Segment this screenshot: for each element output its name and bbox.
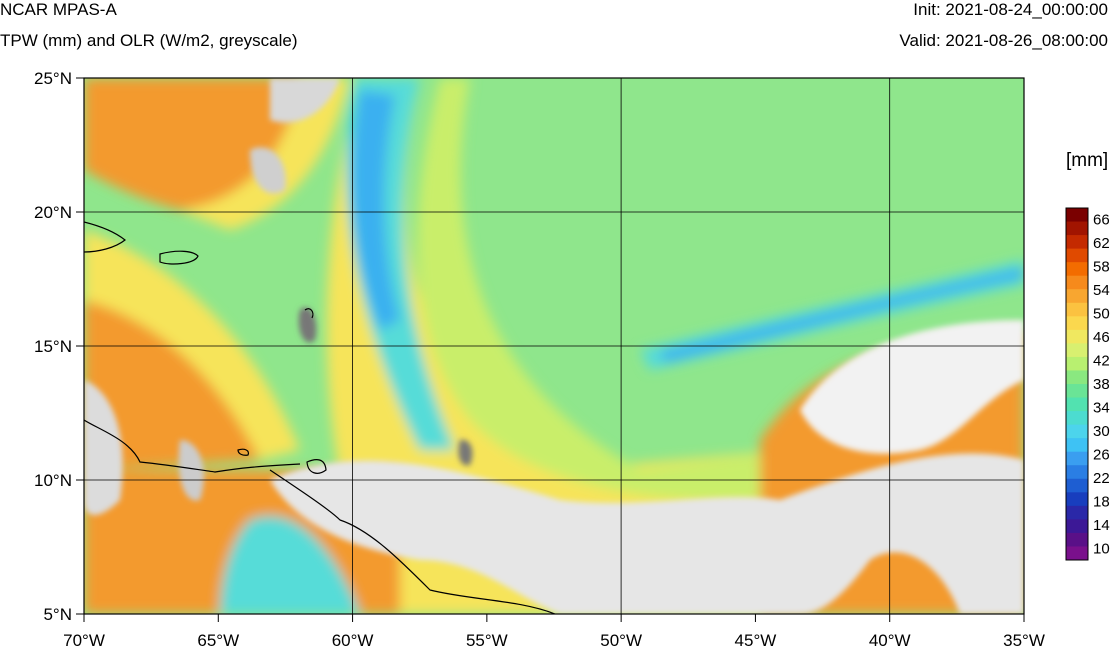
colorbar-swatch bbox=[1066, 519, 1088, 534]
colorbar-swatch bbox=[1066, 302, 1088, 317]
lon-tick-label: 60°W bbox=[332, 631, 374, 650]
lat-tick-label: 25°N bbox=[34, 69, 72, 88]
colorbar-swatch bbox=[1066, 262, 1088, 277]
init-time: Init: 2021-08-24_00:00:00 bbox=[913, 0, 1108, 19]
colorbar-label: 42 bbox=[1093, 353, 1110, 370]
lon-tick-label: 55°W bbox=[466, 631, 508, 650]
lat-tick-label: 10°N bbox=[34, 471, 72, 490]
colorbar-label: 38 bbox=[1093, 376, 1110, 393]
lon-tick-label: 35°W bbox=[1003, 631, 1045, 650]
colorbar-swatch bbox=[1066, 208, 1088, 223]
colorbar-label: 34 bbox=[1093, 399, 1110, 416]
colorbar-label: 50 bbox=[1093, 306, 1110, 323]
colorbar-swatch bbox=[1066, 451, 1088, 466]
coastlines bbox=[84, 221, 556, 614]
olr-clouds bbox=[84, 78, 1024, 614]
graticule bbox=[84, 78, 1024, 614]
colorbar-swatch bbox=[1066, 316, 1088, 331]
colorbar-label: 58 bbox=[1093, 259, 1110, 276]
lon-tick-label: 45°W bbox=[735, 631, 777, 650]
colorbar-swatch bbox=[1066, 384, 1088, 399]
colorbar-label: 26 bbox=[1093, 446, 1110, 463]
colorbar-label: 22 bbox=[1093, 470, 1110, 487]
lon-tick-label: 65°W bbox=[197, 631, 239, 650]
lon-tick-label: 70°W bbox=[63, 631, 105, 650]
colorbar-swatch bbox=[1066, 343, 1088, 358]
lat-tick-label: 20°N bbox=[34, 203, 72, 222]
colorbar-swatch bbox=[1066, 275, 1088, 290]
model-title: NCAR MPAS-A bbox=[0, 0, 117, 19]
lat-tick-label: 15°N bbox=[34, 337, 72, 356]
colorbar-swatch bbox=[1066, 221, 1088, 236]
colorbar-swatch bbox=[1066, 424, 1088, 439]
colorbar-label: 66 bbox=[1093, 212, 1110, 229]
colorbar-label: 18 bbox=[1093, 493, 1110, 510]
valid-time: Valid: 2021-08-26_08:00:00 bbox=[899, 31, 1108, 50]
colorbar-frame bbox=[1065, 207, 1089, 561]
colorbar-unit: [mm] bbox=[1066, 150, 1109, 171]
colorbar-label: 10 bbox=[1093, 540, 1110, 557]
colorbar-swatch bbox=[1066, 438, 1088, 453]
colorbar-label: 14 bbox=[1093, 517, 1110, 534]
colorbar-swatch bbox=[1066, 532, 1088, 547]
axis-ticks: 25°N 20°N 15°N 10°N 5°N 70°W 65°W 60°W 55°W 50°W 4… bbox=[34, 69, 1045, 650]
colorbar-swatch bbox=[1066, 465, 1088, 480]
colorbar-swatch bbox=[1066, 546, 1088, 561]
colorbar-label: 46 bbox=[1093, 329, 1110, 346]
colorbar-swatch bbox=[1066, 505, 1088, 520]
colorbar-label: 62 bbox=[1093, 235, 1110, 252]
colorbar-label: 30 bbox=[1093, 423, 1110, 440]
colorbar: 66 62 58 54 50 46 42 38 34 30 26 22 18 14 10 bbox=[1065, 207, 1110, 561]
fields-subtitle: TPW (mm) and OLR (W/m2, greyscale) bbox=[0, 31, 298, 50]
colorbar-swatch bbox=[1066, 329, 1088, 344]
lat-tick-label: 5°N bbox=[43, 605, 72, 624]
lon-tick-label: 50°W bbox=[600, 631, 642, 650]
colorbar-swatch bbox=[1066, 235, 1088, 250]
colorbar-swatch bbox=[1066, 478, 1088, 493]
colorbar-swatch bbox=[1066, 492, 1088, 507]
colorbar-swatch bbox=[1066, 289, 1088, 304]
colorbar-swatch bbox=[1066, 370, 1088, 385]
colorbar-label: 54 bbox=[1093, 282, 1110, 299]
colorbar-swatch bbox=[1066, 397, 1088, 412]
colorbar-swatch bbox=[1066, 356, 1088, 371]
colorbar-swatch bbox=[1066, 248, 1088, 263]
colorbar-swatch bbox=[1066, 411, 1088, 426]
lon-tick-label: 40°W bbox=[869, 631, 911, 650]
